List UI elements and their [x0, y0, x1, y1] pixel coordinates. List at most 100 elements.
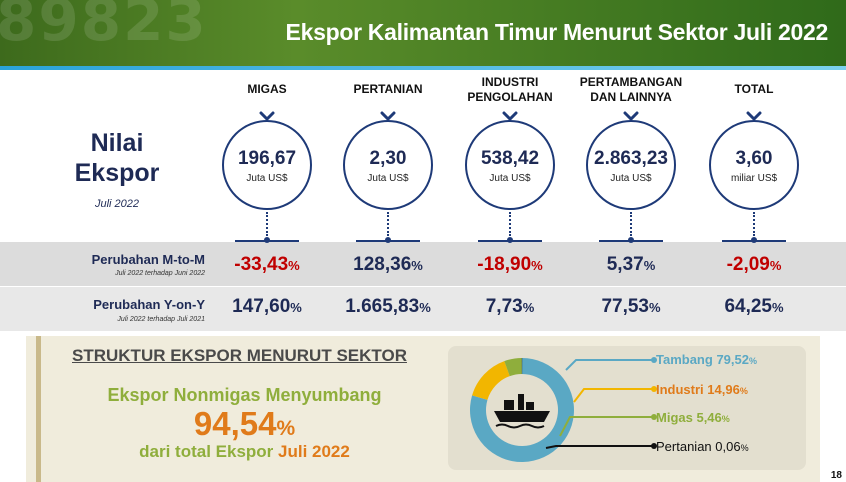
- mtm-row-background: [0, 242, 846, 286]
- yoy-pct-pertambangan: %: [648, 300, 661, 315]
- sector-value-circle-total: 3,60 miliar US$: [709, 120, 799, 210]
- sector-value-circle-industri: 538,42 Juta US$: [465, 120, 555, 210]
- structure-accent-bar: [36, 336, 41, 482]
- legend-pertanian: Pertanian 0,06%: [656, 439, 749, 454]
- nonmigas-share-value: 94,54: [193, 405, 277, 442]
- yoy-pct-pertanian: %: [419, 300, 431, 315]
- yoy-label: Perubahan Y-on-Y: [93, 297, 205, 312]
- sector-label2-pertambangan: DAN LAINNYA: [590, 90, 672, 104]
- page-number: 18: [830, 470, 842, 481]
- connector-dash: [630, 212, 632, 236]
- mtm-number-total: -2,09: [726, 254, 770, 275]
- legend-industri-pct: %: [739, 386, 748, 396]
- mtm-number-pertanian: 128,36: [353, 254, 412, 275]
- legend-tambang-name: Tambang: [656, 352, 713, 367]
- sector-label-pertambangan: PERTAMBANGAN: [579, 75, 683, 89]
- cargo-ship-icon: [494, 394, 550, 429]
- chevron-down-icon: [380, 108, 396, 122]
- leader-dot-migas: [651, 414, 657, 420]
- leader-dot-tambang: [651, 357, 657, 363]
- yoy-value-industri: 7,73%: [455, 296, 565, 318]
- mtm-value-pertambangan: 5,37%: [576, 254, 686, 276]
- sector-unit-migas: Juta US$: [246, 173, 288, 184]
- chevron-down-icon: [623, 108, 639, 122]
- connector-dash: [387, 212, 389, 236]
- structure-line1: Ekspor Nonmigas Menyumbang: [107, 385, 382, 405]
- sector-unit-total: miliar US$: [730, 173, 778, 184]
- legend-migas-name: Migas: [656, 410, 693, 425]
- donut-segment-tambang: [470, 358, 574, 462]
- nonmigas-share: 94,54%: [72, 405, 417, 443]
- structure-line3-highlight: Juli 2022: [278, 442, 350, 461]
- mtm-number-industri: -18,90: [477, 254, 532, 275]
- header-banner: 89823 Ekspor Kalimantan Timur Menurut Se…: [0, 0, 846, 66]
- yoy-pct-migas: %: [290, 300, 302, 315]
- connector-dot: [264, 237, 270, 243]
- yoy-value-pertanian: 1.665,83%: [333, 296, 443, 318]
- mtm-pct-pertambangan: %: [643, 258, 656, 273]
- legend-industri-name: Industri: [656, 382, 704, 397]
- leader-line-migas: [559, 416, 654, 437]
- leader-dot-pertanian: [651, 443, 657, 449]
- header-decoration: 89823: [0, 0, 208, 54]
- structure-line3-prefix: dari total Ekspor: [139, 442, 274, 461]
- legend-industri-value: 14,96: [707, 382, 740, 397]
- yoy-number-pertambangan: 77,53: [601, 296, 649, 317]
- mtm-pct-industri: %: [531, 258, 543, 273]
- yoy-row-background: [0, 287, 846, 331]
- donut-segment-industri: [472, 361, 510, 400]
- legend-pertanian-value: 0,06: [715, 439, 741, 454]
- sector-label-industri: INDUSTRI: [481, 75, 539, 89]
- nilai-period: Juli 2022: [94, 198, 140, 210]
- legend-tambang-pct: %: [749, 356, 758, 366]
- mtm-value-pertanian: 128,36%: [333, 254, 443, 276]
- yoy-number-total: 64,25: [724, 296, 772, 317]
- connector-dot: [751, 237, 757, 243]
- mtm-pct-pertanian: %: [411, 258, 423, 273]
- nonmigas-share-pct: %: [276, 417, 296, 440]
- sector-donut-chart: [470, 357, 657, 462]
- sector-unit-pertambangan: Juta US$: [610, 173, 652, 184]
- legend-tambang: Tambang 79,52%: [656, 352, 757, 367]
- sector-label-pertanian: PERTANIAN: [353, 82, 423, 96]
- sector-value-circle-migas: 196,67 Juta US$: [222, 120, 312, 210]
- sector-unit-pertanian: Juta US$: [367, 173, 409, 184]
- chevron-down-icon: [502, 108, 518, 122]
- yoy-value-migas: 147,60%: [212, 296, 322, 318]
- leader-line-industri: [573, 388, 654, 403]
- sector-value-pertanian: 2,30: [369, 148, 407, 169]
- mtm-pct-migas: %: [288, 258, 300, 273]
- connector-dash: [753, 212, 755, 236]
- donut-segment-migas: [504, 358, 522, 377]
- legend-migas-pct: %: [721, 414, 730, 424]
- sector-unit-industri: Juta US$: [489, 173, 531, 184]
- sector-value-industri: 538,42: [480, 148, 540, 169]
- mtm-value-migas: -33,43%: [212, 254, 322, 276]
- header-underline: [0, 66, 846, 70]
- yoy-number-pertanian: 1.665,83: [345, 296, 420, 317]
- nilai-ekspor-heading: Nilai Ekspor: [62, 128, 172, 188]
- legend-migas: Migas 5,46%: [656, 410, 730, 425]
- structure-line3: dari total Ekspor Juli 2022: [72, 442, 417, 462]
- legend-pertanian-name: Pertanian: [656, 439, 712, 454]
- connector-dash: [266, 212, 268, 236]
- yoy-sublabel: Juli 2022 terhadap Juli 2021: [117, 316, 205, 323]
- connector-dot: [507, 237, 513, 243]
- legend-pertanian-pct: %: [740, 443, 749, 453]
- mtm-sublabel: Juli 2022 terhadap Juni 2022: [115, 270, 205, 277]
- leader-dot-industri: [651, 386, 657, 392]
- chevron-down-icon: [259, 108, 275, 122]
- leader-line-pertanian: [545, 445, 654, 449]
- yoy-number-migas: 147,60: [232, 296, 291, 317]
- sector-value-migas: 196,67: [237, 148, 297, 169]
- yoy-value-total: 64,25%: [699, 296, 809, 318]
- legend-tambang-value: 79,52: [716, 352, 749, 367]
- legend-migas-value: 5,46: [696, 410, 722, 425]
- nilai-line1: Nilai: [90, 129, 144, 157]
- nilai-line2: Ekspor: [74, 159, 160, 187]
- mtm-number-migas: -33,43: [234, 254, 289, 275]
- sector-value-total: 3,60: [735, 148, 773, 169]
- sector-label2-industri: PENGOLAHAN: [467, 90, 553, 104]
- sector-value-circle-pertambangan: 2.863,23 Juta US$: [586, 120, 676, 210]
- yoy-pct-total: %: [771, 300, 784, 315]
